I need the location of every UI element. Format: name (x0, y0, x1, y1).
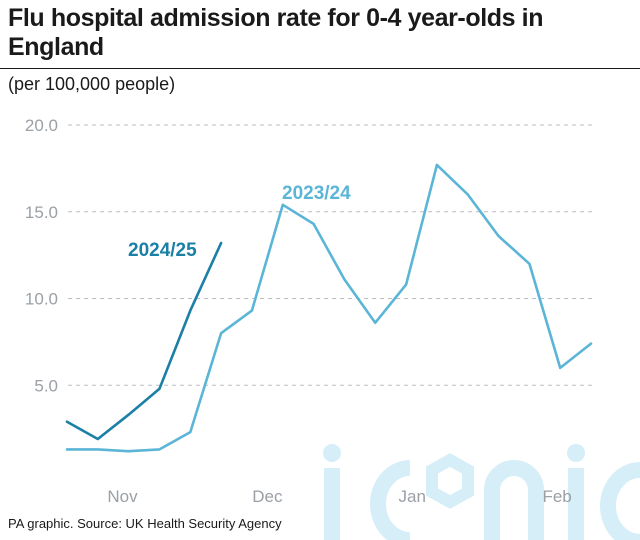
y-axis-ticks: 5.0 10.0 15.0 20.0 (25, 116, 58, 395)
y-tick-label: 20.0 (25, 116, 58, 135)
x-axis-ticks: Nov Dec Jan Feb (107, 487, 571, 506)
x-tick-label: Feb (542, 487, 571, 506)
series-line-2024-25 (65, 241, 223, 441)
chart-title: Flu hospital admission rate for 0-4 year… (8, 4, 544, 61)
watermark-shape (323, 444, 341, 462)
series-label-2024-25: 2024/25 (128, 240, 197, 261)
series-line-2023-24 (65, 163, 593, 453)
x-tick-label: Jan (399, 487, 426, 506)
y-tick-label: 5.0 (34, 376, 58, 395)
watermark-shape (568, 468, 584, 540)
title-rule (0, 68, 640, 69)
chart-subtitle: (per 100,000 people) (8, 74, 176, 94)
series-label-2023-24: 2023/24 (282, 183, 351, 204)
watermark-shape (484, 460, 544, 540)
series-labels: 2023/24 2024/25 (128, 183, 351, 261)
watermark-shape (567, 444, 585, 462)
watermark-shape (426, 453, 474, 509)
x-tick-label: Dec (252, 487, 283, 506)
x-tick-label: Nov (107, 487, 138, 506)
watermark-shape (600, 462, 640, 540)
source-credit: PA graphic. Source: UK Health Security A… (8, 516, 282, 531)
iconic-watermark (323, 444, 640, 540)
y-tick-label: 15.0 (25, 203, 58, 222)
series-lines (65, 163, 593, 453)
y-tick-label: 10.0 (25, 290, 58, 309)
watermark-shape (370, 460, 411, 540)
gridlines (68, 124, 596, 386)
watermark-shape (324, 468, 340, 540)
